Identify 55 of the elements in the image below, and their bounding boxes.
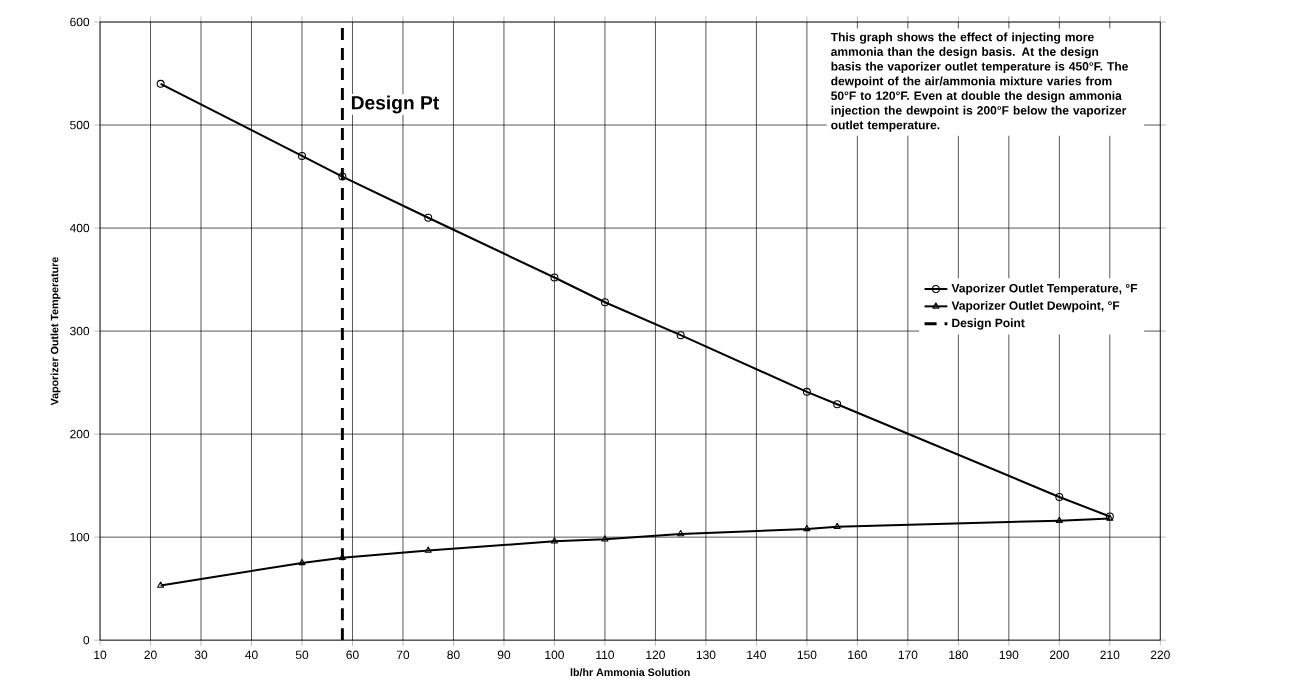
point [338,172,347,181]
point [424,546,432,553]
x-tick-label: 180 [949,650,968,660]
x-tick-label: 60 [346,650,359,660]
x-tick-label: 200 [1049,650,1069,660]
point [803,524,811,532]
x-tick-label: 20 [144,650,157,660]
point [156,79,165,88]
x-tick-label: 50 [295,650,309,660]
point [424,213,433,222]
point [550,273,559,282]
x-tick-label: 40 [245,650,258,660]
point [157,581,165,588]
y-tick-label: 300 [70,326,90,336]
x-axis-title: lb/hr Ammonia Solution [570,668,690,677]
x-tick-label: 110 [596,650,615,660]
y-axis-title: Vaporizer Outlet Temperature [50,257,61,406]
y-tick-label: 500 [70,120,90,130]
y-tick-label: 200 [70,429,90,439]
x-tick-label: 70 [396,650,410,660]
x-tick-label: 90 [497,650,511,660]
point [677,530,685,537]
point [297,152,306,161]
legend-label: Vaporizer Outlet Temperature, °F [951,283,1138,295]
x-tick-label: 170 [898,650,918,660]
x-tick-label: 10 [94,650,107,660]
x-tick-label: 150 [797,650,817,660]
point [1055,493,1064,502]
legend-label: Vaporizer Outlet Dewpoint, °F [951,301,1120,313]
point [676,331,685,340]
x-tick-label: 210 [1100,650,1120,660]
point [802,387,811,396]
point [600,298,609,307]
y-tick-label: 0 [83,635,90,645]
legend-label: Design Point [952,318,1025,330]
x-tick-label: 30 [194,650,208,660]
x-tick-label: 80 [447,650,460,660]
x-tick-label: 190 [999,650,1019,660]
point [601,535,609,542]
x-tick-label: 140 [747,650,766,660]
annotation: Design Pt [351,95,439,114]
x-tick-label: 120 [646,650,665,660]
y-tick-label: 400 [69,223,90,233]
y-tick-label: 100 [70,532,90,542]
point [298,558,306,566]
annotation: This graph shows the effect of injecting more ammonia than the design basis. At the design basis the vaporizer outlet temperature is 450°F. The dewpoint of the air/ammonia mixture varies from 50°F to 120°F. Even at double the design ammonia injection the dewpoint is 200°F below the vaporizer outlet temperature. [830,32,1128,132]
point [833,400,842,409]
x-tick-label: 220 [1150,650,1170,660]
point [1055,516,1063,524]
point [550,537,558,544]
x-tick-label: 130 [696,650,716,660]
y-tick-label: 600 [70,17,90,27]
x-tick-label: 100 [545,650,564,660]
x-tick-label: 160 [848,650,867,660]
point [833,522,841,530]
